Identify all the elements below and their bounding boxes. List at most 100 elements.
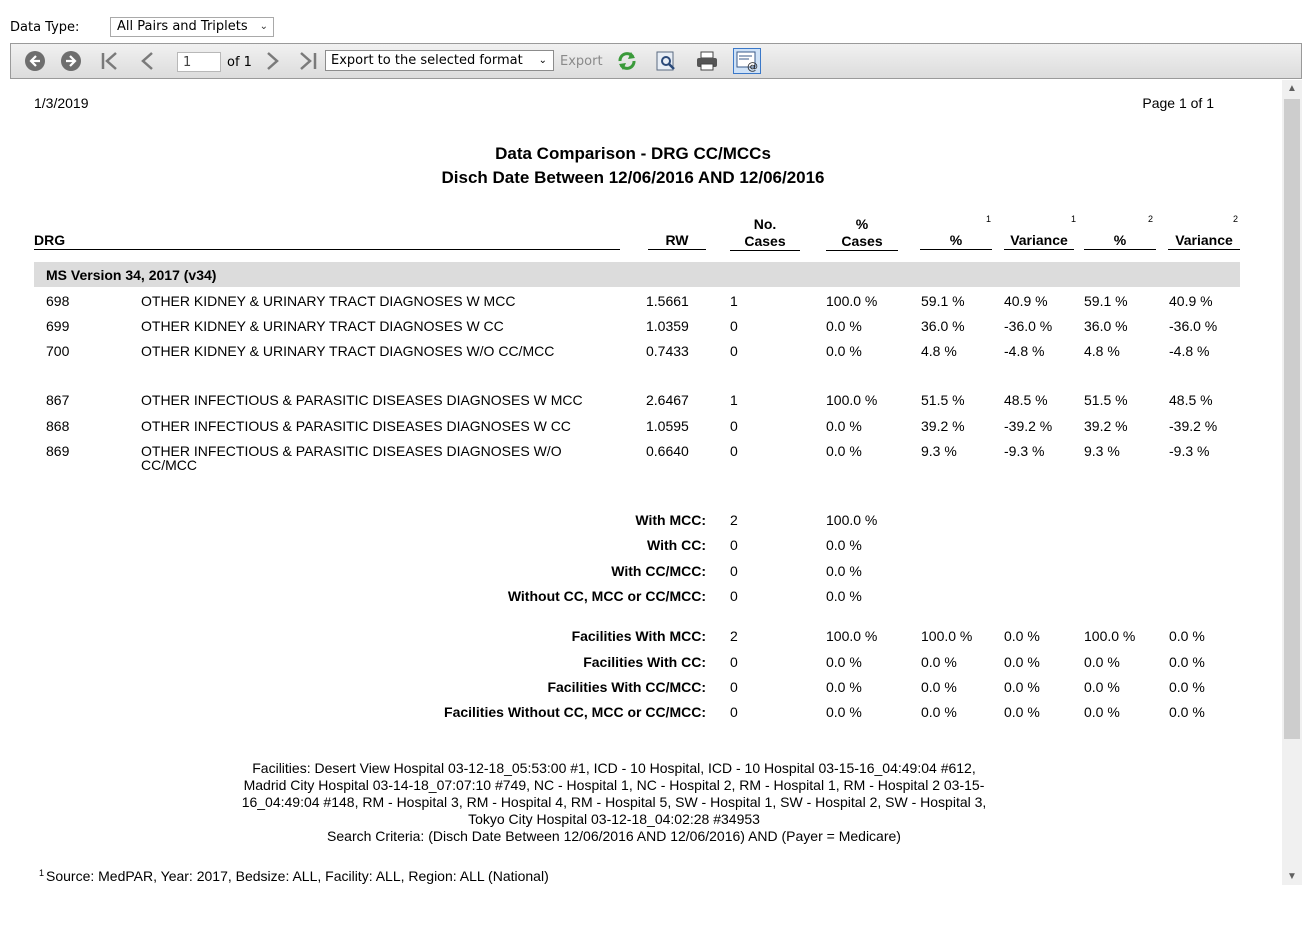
header-pct-2: % bbox=[1084, 232, 1156, 250]
cell-desc: OTHER KIDNEY & URINARY TRACT DIAGNOSES W… bbox=[141, 293, 516, 309]
summary-pct: 0.0 % bbox=[826, 588, 862, 604]
cell-v1: -9.3 % bbox=[1004, 443, 1045, 459]
source-note: Source: MedPAR, Year: 2017, Bedsize: ALL… bbox=[46, 868, 549, 884]
facilities-p2: 0.0 % bbox=[1084, 679, 1120, 695]
cell-desc: OTHER KIDNEY & URINARY TRACT DIAGNOSES W… bbox=[141, 318, 504, 334]
cell-rw: 0.6640 bbox=[646, 443, 689, 459]
facilities-label: Facilities Without CC, MCC or CC/MCC: bbox=[444, 704, 706, 720]
cell-p1: 59.1 % bbox=[921, 293, 965, 309]
version-band bbox=[34, 262, 1240, 287]
cell-pct-cases: 100.0 % bbox=[826, 392, 878, 408]
report-toolbar: 1 of 1 Export to the selected format ⌄ E… bbox=[10, 43, 1302, 79]
export-format-select[interactable]: Export to the selected format ⌄ bbox=[325, 50, 554, 71]
data-type-value: All Pairs and Triplets bbox=[117, 19, 248, 34]
cell-desc: OTHER INFECTIOUS & PARASITIC DISEASES DI… bbox=[141, 418, 571, 434]
cell-cases: 1 bbox=[730, 392, 738, 408]
svg-text:@: @ bbox=[747, 60, 758, 73]
cell-cases: 0 bbox=[730, 343, 738, 359]
cell-rw: 1.5661 bbox=[646, 293, 689, 309]
last-page-icon[interactable] bbox=[295, 50, 319, 72]
scroll-up-icon[interactable]: ▲ bbox=[1287, 83, 1297, 94]
cell-v1: -39.2 % bbox=[1004, 418, 1053, 434]
facilities-p1: 100.0 % bbox=[921, 628, 973, 644]
cell-desc: OTHER INFECTIOUS & PARASITIC DISEASES DI… bbox=[141, 443, 562, 459]
chevron-down-icon: ⌄ bbox=[538, 55, 547, 66]
cell-pct-cases: 100.0 % bbox=[826, 293, 878, 309]
export-format-value: Export to the selected format bbox=[331, 53, 523, 68]
summary-pct: 0.0 % bbox=[826, 537, 862, 553]
page-number-input[interactable]: 1 bbox=[177, 52, 221, 72]
cell-p2: 36.0 % bbox=[1084, 318, 1128, 334]
cell-drg: 867 bbox=[46, 392, 70, 408]
facilities-v2: 0.0 % bbox=[1169, 654, 1205, 670]
chevron-down-icon: ⌄ bbox=[259, 21, 268, 32]
cell-drg: 700 bbox=[46, 343, 70, 359]
header-variance-1: Variance bbox=[1004, 232, 1074, 250]
facilities-v2: 0.0 % bbox=[1169, 679, 1205, 695]
header-no-cases-1: No. bbox=[753, 216, 777, 232]
footnote-marker: 1 bbox=[1071, 214, 1077, 224]
cell-rw: 1.0359 bbox=[646, 318, 689, 334]
find-icon[interactable] bbox=[655, 50, 679, 72]
summary-cases: 0 bbox=[730, 563, 738, 579]
summary-cases: 0 bbox=[730, 537, 738, 553]
prev-page-icon[interactable] bbox=[137, 50, 159, 72]
back-icon[interactable] bbox=[25, 51, 45, 71]
facilities-p2: 100.0 % bbox=[1084, 628, 1136, 644]
page-indicator: Page 1 of 1 bbox=[1142, 95, 1214, 111]
facilities-p2: 0.0 % bbox=[1084, 704, 1120, 720]
cell-desc: OTHER INFECTIOUS & PARASITIC DISEASES DI… bbox=[141, 392, 583, 408]
cell-v1: -36.0 % bbox=[1004, 318, 1053, 334]
next-page-icon[interactable] bbox=[261, 50, 283, 72]
facilities-v1: 0.0 % bbox=[1004, 679, 1040, 695]
refresh-icon[interactable] bbox=[615, 50, 639, 72]
report-subtitle: Disch Date Between 12/06/2016 AND 12/06/… bbox=[441, 168, 825, 187]
summary-label: With CC: bbox=[647, 537, 706, 553]
facilities-cases: 0 bbox=[730, 654, 738, 670]
facilities-footer: Facilities: Desert View Hospital 03-12-1… bbox=[214, 760, 1014, 845]
page-count-label: of 1 bbox=[227, 55, 252, 70]
cell-cases: 1 bbox=[730, 293, 738, 309]
facilities-v2: 0.0 % bbox=[1169, 628, 1205, 644]
first-page-icon[interactable] bbox=[99, 50, 123, 72]
cell-p2: 9.3 % bbox=[1084, 443, 1120, 459]
cell-drg: 699 bbox=[46, 318, 70, 334]
footnote-marker: 2 bbox=[1233, 214, 1239, 224]
cell-cases: 0 bbox=[730, 418, 738, 434]
header-no-cases-2: Cases bbox=[730, 233, 800, 251]
data-type-select[interactable]: All Pairs and Triplets ⌄ bbox=[110, 17, 274, 37]
summary-label: Without CC, MCC or CC/MCC: bbox=[507, 588, 706, 604]
email-icon[interactable]: @ bbox=[733, 48, 761, 74]
facilities-p2: 0.0 % bbox=[1084, 654, 1120, 670]
footer-line: Madrid City Hospital 03-14-18_07:07:10 #… bbox=[243, 777, 985, 793]
facilities-pct: 0.0 % bbox=[826, 679, 862, 695]
cell-v2: 48.5 % bbox=[1169, 392, 1213, 408]
cell-v1: 48.5 % bbox=[1004, 392, 1048, 408]
header-variance-2: Variance bbox=[1168, 232, 1240, 250]
header-pct-cases-1: % bbox=[855, 216, 869, 232]
cell-pct-cases: 0.0 % bbox=[826, 318, 862, 334]
facilities-cases: 0 bbox=[730, 679, 738, 695]
export-button[interactable]: Export bbox=[560, 54, 603, 69]
vertical-scrollbar[interactable]: ▲ ▼ bbox=[1282, 80, 1302, 885]
scroll-down-icon[interactable]: ▼ bbox=[1287, 871, 1297, 882]
summary-label: With CC/MCC: bbox=[611, 563, 706, 579]
cell-drg: 869 bbox=[46, 443, 70, 459]
footnote-marker: 1 bbox=[986, 214, 992, 224]
scroll-thumb[interactable] bbox=[1284, 99, 1300, 739]
report-date: 1/3/2019 bbox=[34, 95, 89, 111]
cell-p2: 59.1 % bbox=[1084, 293, 1128, 309]
cell-rw: 0.7433 bbox=[646, 343, 689, 359]
forward-icon[interactable] bbox=[61, 51, 81, 71]
facilities-label: Facilities With CC: bbox=[583, 654, 706, 670]
print-icon[interactable] bbox=[695, 50, 719, 72]
cell-v1: 40.9 % bbox=[1004, 293, 1048, 309]
header-rw: RW bbox=[648, 232, 706, 250]
facilities-pct: 0.0 % bbox=[826, 704, 862, 720]
facilities-cases: 2 bbox=[730, 628, 738, 644]
facilities-v1: 0.0 % bbox=[1004, 704, 1040, 720]
cell-cases: 0 bbox=[730, 443, 738, 459]
footnote-marker: 2 bbox=[1148, 214, 1154, 224]
header-drg: DRG bbox=[34, 232, 620, 250]
cell-p1: 4.8 % bbox=[921, 343, 957, 359]
